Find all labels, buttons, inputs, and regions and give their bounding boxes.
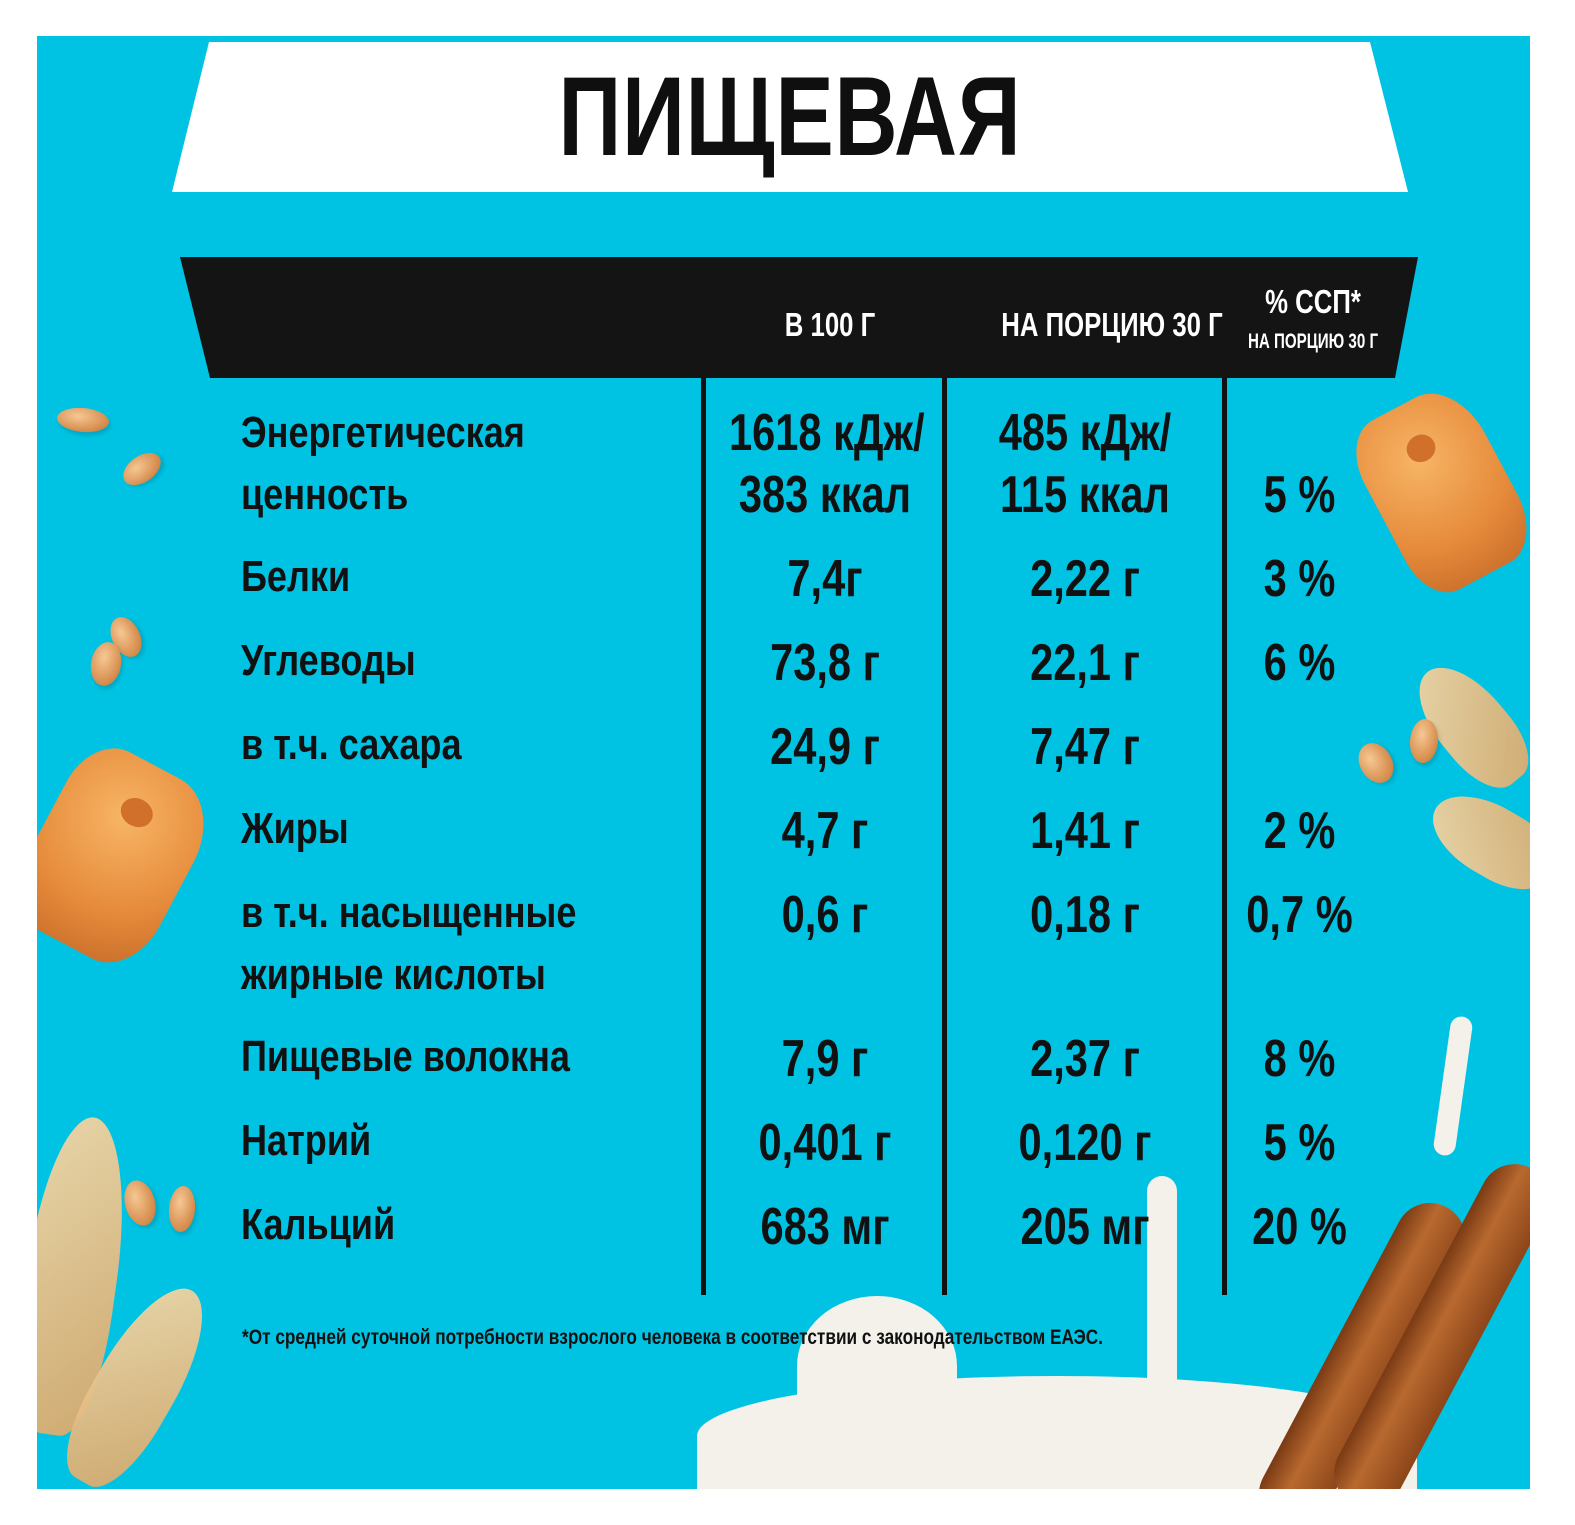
cell-per100: 73,8 г — [770, 634, 880, 692]
cell-portion: 2,37 г — [1030, 1030, 1140, 1088]
page-title: ПИЩЕВАЯ ЦЕННОСТЬ — [540, 54, 1040, 309]
cell-ssp: 5 % — [1263, 466, 1336, 524]
column-divider — [701, 378, 706, 1295]
cell-per100: 7,9 г — [781, 1030, 869, 1088]
wheat-grain-icon — [1351, 736, 1401, 790]
wheat-grain-icon — [117, 446, 167, 492]
cell-per100: 383 ккал — [738, 466, 912, 524]
milk-splash-icon — [1432, 1015, 1474, 1157]
cell-per100: 0,401 г — [758, 1114, 892, 1172]
cell-per100: 1618 кДж/ — [729, 404, 925, 462]
cereal-puff-icon — [1340, 376, 1530, 606]
wheat-grain-icon — [119, 1176, 161, 1230]
row-label: Белки — [241, 552, 351, 601]
row-label: Жиры — [241, 804, 349, 853]
cell-per100: 683 мг — [760, 1198, 890, 1256]
cell-ssp: 8 % — [1263, 1030, 1336, 1088]
cell-portion: 22,1 г — [1030, 634, 1140, 692]
table-header-bar — [180, 257, 1418, 378]
wheat-grain-icon — [56, 405, 110, 435]
column-header-per-portion: НА ПОРЦИЮ 30 Г — [1001, 306, 1223, 343]
row-label: жирные кислоты — [241, 950, 546, 999]
milk-splash-icon — [797, 1296, 957, 1436]
cell-portion: 1,41 г — [1030, 802, 1140, 860]
cell-portion: 205 мг — [1020, 1198, 1150, 1256]
cell-portion: 485 кДж/ — [998, 404, 1172, 462]
cereal-puff-icon — [37, 732, 226, 980]
footnote: *От средней суточной потребности взросло… — [242, 1326, 1103, 1349]
column-header-per-100g: В 100 Г — [784, 306, 876, 343]
row-label: Энергетическая — [241, 408, 525, 457]
row-label: в т.ч. сахара — [241, 720, 462, 769]
cell-ssp: 2 % — [1263, 802, 1336, 860]
wheat-stalk-icon — [1418, 778, 1530, 904]
cell-portion: 2,22 г — [1030, 550, 1140, 608]
milk-splash-icon — [1147, 1176, 1177, 1396]
cell-per100: 0,6 г — [781, 886, 869, 944]
title-banner: ПИЩЕВАЯ ЦЕННОСТЬ — [172, 42, 1408, 192]
cell-per100: 24,9 г — [770, 718, 880, 776]
column-divider — [1222, 378, 1227, 1295]
cell-per100: 4,7 г — [781, 802, 869, 860]
cell-ssp: 0,7 % — [1246, 886, 1353, 944]
cell-portion: 7,47 г — [1030, 718, 1140, 776]
row-label: ценность — [241, 470, 409, 519]
column-header-daily-value: % ССП* — [1265, 283, 1361, 320]
cell-ssp: 5 % — [1263, 1114, 1336, 1172]
row-label: Натрий — [241, 1116, 372, 1165]
cell-portion: 0,120 г — [1018, 1114, 1152, 1172]
row-label: в т.ч. насыщенные — [241, 888, 577, 937]
column-header-daily-value-sub: НА ПОРЦИЮ 30 Г — [1247, 330, 1379, 353]
nutrition-panel: ПИЩЕВАЯ ЦЕННОСТЬ В 100 Г НА ПОРЦИЮ 30 Г … — [37, 36, 1530, 1489]
wheat-grain-icon — [167, 1184, 197, 1234]
cell-portion: 0,18 г — [1030, 886, 1140, 944]
row-label: Кальций — [241, 1200, 396, 1249]
cell-per100: 7,4г — [787, 550, 863, 608]
column-divider — [942, 378, 947, 1295]
row-label: Углеводы — [241, 636, 416, 685]
cell-ssp: 6 % — [1263, 634, 1336, 692]
cell-ssp: 3 % — [1263, 550, 1336, 608]
cell-portion: 115 ккал — [1000, 466, 1170, 524]
row-label: Пищевые волокна — [241, 1032, 570, 1081]
cell-ssp: 20 % — [1252, 1198, 1347, 1256]
